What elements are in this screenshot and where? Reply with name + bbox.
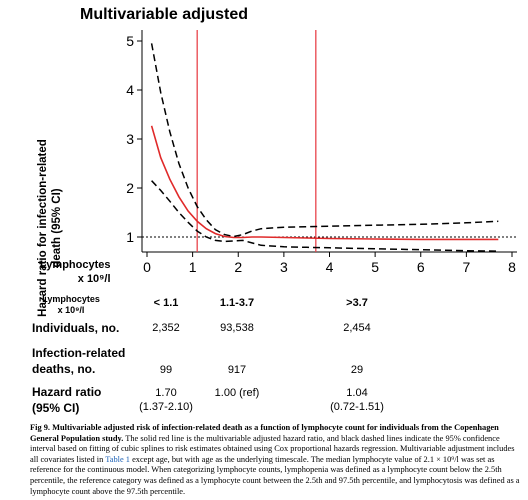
- category-reference: 1.1-3.7: [219, 297, 255, 309]
- x-tick-label: 4: [326, 259, 334, 275]
- x-tick-label: 8: [508, 259, 516, 275]
- caption-text-part1: The solid red line is the multivariable …: [30, 433, 515, 464]
- table-lymphocyte-header-line2: x 10⁹/l: [57, 305, 85, 315]
- x-axis-label-line1: Lymphocytes: [40, 259, 111, 271]
- category-high: >3.7: [346, 297, 368, 309]
- hazard-ratio-high-ci: (0.72-1.51): [330, 401, 384, 413]
- x-tick-label: 5: [371, 259, 379, 275]
- hazard-ratio-high: 1.04 (0.72-1.51): [297, 386, 417, 414]
- caption-label: Fig 9. Multivariable adjusted risk of in…: [30, 423, 499, 443]
- x-tick-label: 2: [234, 259, 242, 275]
- hazard-ratio-line: [150, 125, 499, 241]
- caption-text-part2: except age, but with age as the underlyi…: [30, 454, 520, 496]
- x-axis-label: Lymphocytes x 10⁹/l: [40, 258, 111, 286]
- hazard-ratio-low-value: 1.70: [155, 387, 177, 399]
- x-tick-label: 3: [280, 259, 288, 275]
- row-label-hazard-ratio-line1: Hazard ratio: [32, 385, 102, 399]
- deaths-high: 29: [350, 364, 364, 376]
- individuals-high: 2,454: [343, 322, 371, 334]
- y-tick-label: 4: [126, 82, 134, 98]
- y-tick-label: 3: [126, 131, 134, 147]
- row-label-hazard-ratio-line2: (95% CI): [32, 401, 80, 415]
- hazard-ratio-reference: 1.00 (ref): [177, 386, 297, 400]
- plot-lines: [142, 30, 517, 252]
- hazard-ratio-low-ci: (1.37-2.10): [139, 401, 193, 413]
- hazard-ratio-reference-value: 1.00 (ref): [214, 387, 260, 399]
- upper-ci-line: [150, 43, 499, 238]
- chart-title: Multivariable adjusted: [80, 6, 249, 23]
- category-low: < 1.1: [153, 297, 179, 309]
- lower-ci-line: [151, 180, 499, 252]
- y-tick-label: 2: [126, 180, 134, 196]
- table-lymphocyte-header: Lymphocytes x 10⁹/l: [32, 294, 110, 316]
- x-tick-label: 0: [143, 259, 151, 275]
- x-tick-label: 6: [417, 259, 425, 275]
- row-label-deaths-line2: deaths, no.: [32, 362, 96, 376]
- hazard-ratio-high-value: 1.04: [346, 387, 368, 399]
- row-label-hazard-ratio: Hazard ratio (95% CI): [32, 384, 101, 416]
- y-tick-label: 5: [126, 33, 134, 49]
- figure-caption: Fig 9. Multivariable adjusted risk of in…: [30, 423, 522, 497]
- hazard-ratio-low: 1.70 (1.37-2.10): [106, 386, 226, 414]
- x-axis-label-line2: x 10⁹/l: [77, 273, 111, 285]
- row-label-deaths: Infection-related deaths, no.: [32, 345, 125, 377]
- caption-table-link[interactable]: Table 1: [105, 454, 130, 464]
- table-lymphocyte-header-line1: Lymphocytes: [42, 294, 100, 304]
- x-tick-label: 7: [462, 259, 470, 275]
- row-label-deaths-line1: Infection-related: [32, 346, 126, 360]
- row-label-individuals: Individuals, no.: [32, 321, 120, 335]
- individuals-reference: 93,538: [220, 322, 254, 334]
- x-tick-label: 1: [189, 259, 197, 275]
- deaths-low: 99: [159, 364, 173, 376]
- individuals-low: 2,352: [152, 322, 180, 334]
- y-tick-label: 1: [126, 229, 134, 245]
- deaths-reference: 917: [227, 364, 247, 376]
